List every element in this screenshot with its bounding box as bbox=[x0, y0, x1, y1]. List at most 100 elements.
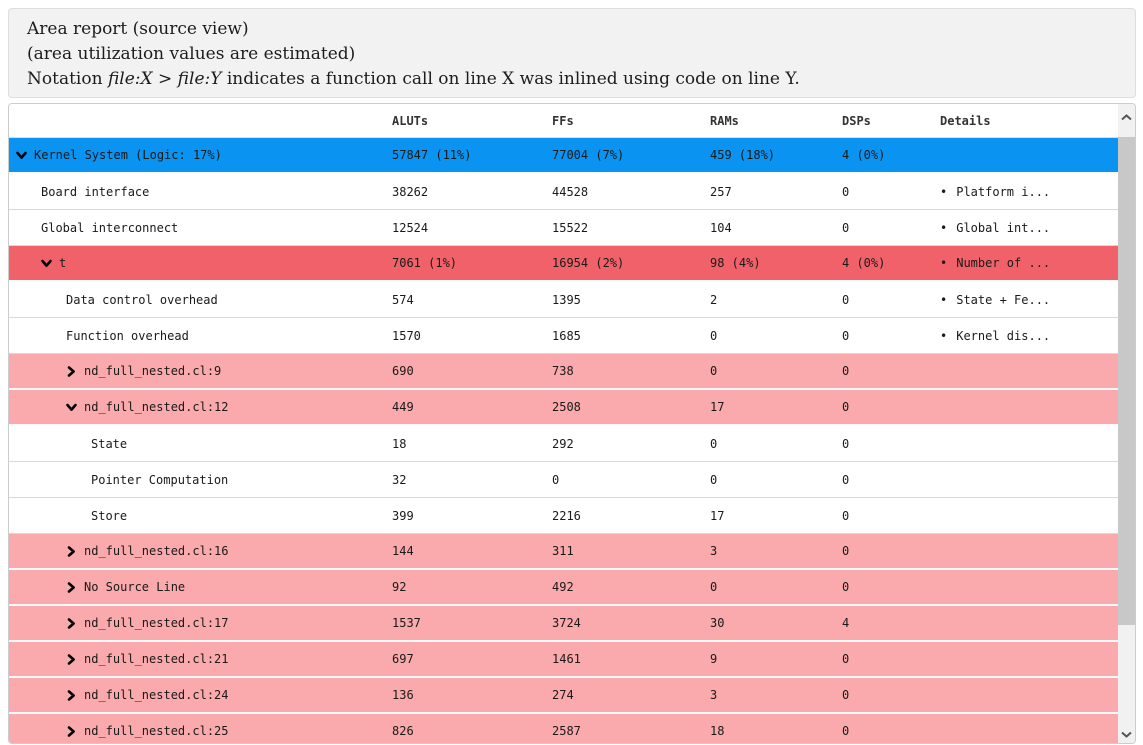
row-label: nd_full_nested.cl:17 bbox=[84, 616, 229, 630]
expand-chevron-right-icon[interactable] bbox=[66, 365, 77, 377]
row-name-cell: Pointer Computation bbox=[9, 473, 392, 487]
dsps-cell: 0 bbox=[842, 292, 850, 307]
table-row[interactable]: t 7061 (1%) 16954 (2%) 98 (4%) 4 (0%) • Number… bbox=[9, 246, 1118, 282]
table-row[interactable]: Data control overhead 574 1395 2 0 • State + F… bbox=[9, 282, 1118, 318]
rams-cell: 104 bbox=[710, 220, 732, 235]
expand-chevron-down-icon[interactable] bbox=[16, 150, 27, 161]
row-name-cell: nd_full_nested.cl:12 bbox=[9, 400, 392, 414]
row-label: Board interface bbox=[41, 184, 150, 199]
dsps-cell: 0 bbox=[842, 724, 850, 738]
expand-chevron-right-icon[interactable] bbox=[66, 653, 77, 665]
dsps-cell: 0 bbox=[842, 472, 850, 487]
column-header-ffs: FFs bbox=[552, 113, 574, 128]
row-label: State bbox=[91, 436, 128, 451]
ffs-cell: 3724 bbox=[552, 616, 581, 630]
table-row[interactable]: No Source Line 92 492 0 0 bbox=[9, 570, 1118, 606]
expand-chevron-right-icon[interactable] bbox=[66, 617, 77, 629]
details-text: Platform i... bbox=[956, 184, 1051, 199]
chevron-up-icon bbox=[1121, 106, 1132, 125]
aluts-cell: 12524 bbox=[392, 220, 429, 235]
rams-cell: 98 (4%) bbox=[710, 256, 761, 270]
table-row[interactable]: nd_full_nested.cl:21 697 1461 9 0 bbox=[9, 642, 1118, 678]
aluts-cell: 92 bbox=[392, 580, 407, 594]
row-label: Store bbox=[91, 508, 128, 523]
expand-chevron-right-icon[interactable] bbox=[66, 689, 77, 701]
row-name-cell: Global interconnect bbox=[9, 221, 392, 235]
scroll-up-button[interactable] bbox=[1118, 106, 1135, 124]
expand-chevron-right-icon[interactable] bbox=[66, 725, 77, 737]
scroll-down-button[interactable] bbox=[1118, 723, 1135, 741]
table-row[interactable]: Kernel System (Logic: 17%) 57847 (11%) 770… bbox=[9, 138, 1118, 174]
table-row[interactable]: nd_full_nested.cl:17 1537 3724 30 4 bbox=[9, 606, 1118, 642]
rams-cell: 0 bbox=[710, 364, 718, 378]
table-row[interactable]: Pointer Computation 32 0 0 0 bbox=[9, 462, 1118, 498]
row-label: Kernel System (Logic: 17%) bbox=[34, 148, 222, 162]
area-table-panel: ALUTs FFs RAMs DSPs Details Kernel System (L… bbox=[8, 103, 1136, 744]
table-row[interactable]: Board interface 38262 44528 257 0 • Platform i… bbox=[9, 174, 1118, 210]
expand-chevron-down-icon[interactable] bbox=[66, 402, 77, 413]
row-label: nd_full_nested.cl:24 bbox=[84, 688, 229, 702]
row-name-cell: State bbox=[9, 437, 392, 451]
dsps-cell: 0 bbox=[842, 328, 850, 343]
dsps-cell: 0 bbox=[842, 688, 850, 702]
notation-file-y: file:Y bbox=[177, 69, 222, 89]
rams-cell: 30 bbox=[710, 616, 725, 630]
aluts-cell: 136 bbox=[392, 688, 414, 702]
details-cell: • State + Fe... bbox=[940, 293, 1118, 307]
aluts-cell: 399 bbox=[392, 508, 414, 523]
table-row[interactable]: Global interconnect 12524 15522 104 0 • Global… bbox=[9, 210, 1118, 246]
ffs-cell: 15522 bbox=[552, 220, 589, 235]
expand-chevron-right-icon[interactable] bbox=[66, 581, 77, 593]
table-row[interactable]: nd_full_nested.cl:12 449 2508 17 0 bbox=[9, 390, 1118, 426]
bullet-icon: • bbox=[940, 256, 948, 270]
table-row[interactable]: nd_full_nested.cl:24 136 274 3 0 bbox=[9, 678, 1118, 714]
ffs-cell: 311 bbox=[552, 544, 574, 558]
rams-cell: 2 bbox=[710, 292, 718, 307]
row-label: No Source Line bbox=[84, 580, 186, 594]
row-name-cell: nd_full_nested.cl:25 bbox=[9, 724, 392, 738]
rams-cell: 18 bbox=[710, 724, 725, 738]
row-name-cell: Function overhead bbox=[9, 329, 392, 343]
table-row[interactable]: nd_full_nested.cl:16 144 311 3 0 bbox=[9, 534, 1118, 570]
bullet-icon: • bbox=[940, 220, 948, 235]
table-scroll-area: ALUTs FFs RAMs DSPs Details Kernel System (L… bbox=[9, 104, 1118, 743]
rams-cell: 257 bbox=[710, 184, 732, 199]
table-header-row: ALUTs FFs RAMs DSPs Details bbox=[9, 104, 1118, 138]
ffs-cell: 1461 bbox=[552, 652, 581, 666]
rams-cell: 17 bbox=[710, 508, 725, 523]
row-name-cell: Kernel System (Logic: 17%) bbox=[9, 148, 392, 162]
row-name-cell: nd_full_nested.cl:9 bbox=[9, 364, 392, 378]
details-cell: • Global int... bbox=[940, 221, 1118, 235]
scrollbar-thumb[interactable] bbox=[1118, 137, 1135, 625]
table-row[interactable]: nd_full_nested.cl:25 826 2587 18 0 bbox=[9, 714, 1118, 743]
dsps-cell: 0 bbox=[842, 544, 850, 558]
table-row[interactable]: Store 399 2216 17 0 bbox=[9, 498, 1118, 534]
aluts-cell: 1537 bbox=[392, 616, 421, 630]
column-header-rams: RAMs bbox=[710, 113, 739, 128]
report-header: Area report (source view) (area utilizat… bbox=[8, 8, 1136, 98]
row-label: Pointer Computation bbox=[91, 472, 229, 487]
expand-chevron-down-icon[interactable] bbox=[41, 258, 52, 269]
report-notation-note: Notation file:X > file:Y indicates a fun… bbox=[27, 67, 1117, 92]
dsps-cell: 4 (0%) bbox=[842, 148, 886, 162]
table-row[interactable]: State 18 292 0 0 bbox=[9, 426, 1118, 462]
table-row[interactable]: Function overhead 1570 1685 0 0 • Kernel dis..… bbox=[9, 318, 1118, 354]
dsps-cell: 0 bbox=[842, 436, 850, 451]
dsps-cell: 4 (0%) bbox=[842, 256, 886, 270]
ffs-cell: 274 bbox=[552, 688, 574, 702]
table-row[interactable]: nd_full_nested.cl:9 690 738 0 0 bbox=[9, 354, 1118, 390]
expand-chevron-right-icon[interactable] bbox=[66, 545, 77, 557]
vertical-scrollbar[interactable] bbox=[1118, 104, 1135, 743]
aluts-cell: 826 bbox=[392, 724, 414, 738]
aluts-cell: 690 bbox=[392, 364, 414, 378]
column-header-dsps: DSPs bbox=[842, 113, 871, 128]
ffs-cell: 1395 bbox=[552, 292, 581, 307]
details-text: State + Fe... bbox=[956, 292, 1051, 307]
row-name-cell: nd_full_nested.cl:16 bbox=[9, 544, 392, 558]
row-name-cell: nd_full_nested.cl:21 bbox=[9, 652, 392, 666]
details-cell: • Number of ... bbox=[940, 256, 1118, 270]
rams-cell: 3 bbox=[710, 688, 718, 702]
chevron-down-icon bbox=[1121, 723, 1132, 742]
row-name-cell: No Source Line bbox=[9, 580, 392, 594]
